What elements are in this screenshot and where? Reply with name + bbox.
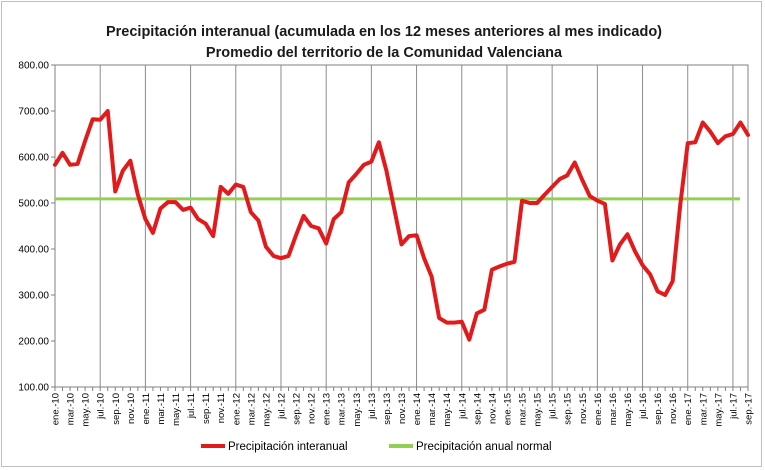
x-tick-label: sep.-16: [653, 393, 664, 425]
series-line-interanual: [53, 109, 750, 342]
x-tick-label: mar.-12: [246, 393, 257, 425]
x-tick-label: ene.-10: [51, 393, 62, 425]
x-tick-label: ene.-15: [502, 393, 513, 425]
x-tick-label: nov.-11: [216, 393, 227, 423]
legend-label-interanual: Precipitación interanual: [228, 441, 348, 453]
x-tick-label: may.-11: [171, 393, 182, 426]
y-axis-ticks: 100.00 200.00 300.00 400.00 500.00 600.00 700.…: [18, 61, 55, 394]
chart-subtitle: Promedio del territorio de la Comunidad …: [206, 45, 563, 61]
x-tick-label: jul.-14: [457, 393, 468, 420]
x-tick-label: ene.-13: [322, 393, 333, 425]
x-axis-ticks: ene.-10 mar.-10 may.-10 jul.-10 sep.-10 nov.-…: [51, 387, 755, 427]
x-tick-label: nov.-16: [668, 393, 679, 424]
x-tick-label: mar.-13: [337, 393, 348, 425]
x-tick-label: sep.-11: [201, 393, 212, 424]
x-tick-label: may.-14: [442, 393, 453, 427]
plot-area: [54, 64, 749, 388]
x-tick-label: ene.-14: [412, 393, 423, 425]
x-tick-label: sep.-17: [744, 393, 755, 425]
x-tick-label: may.-16: [623, 393, 634, 427]
x-tick-label: jul.-12: [276, 393, 287, 420]
x-tick-label: jul.-10: [96, 393, 107, 420]
x-tick-label: ene.-17: [683, 393, 694, 425]
x-tick-label: nov.-15: [578, 393, 589, 424]
x-tick-label: may.-12: [261, 393, 272, 427]
y-tick-label: 800.00: [18, 61, 49, 72]
x-tick-label: may.-10: [81, 393, 92, 427]
y-tick-label: 700.00: [18, 107, 49, 118]
x-tick-label: mar.-10: [66, 393, 77, 425]
x-tick-label: mar.-15: [518, 393, 529, 425]
x-tick-label: may.-17: [713, 393, 724, 427]
x-tick-label: nov.-14: [487, 393, 498, 424]
y-tick-label: 600.00: [18, 153, 49, 164]
x-tick-label: jul.-13: [367, 393, 378, 420]
x-tick-label: jul.-15: [548, 393, 559, 420]
legend: Precipitación interanual Precipitación a…: [201, 441, 552, 453]
legend-label-normal: Precipitación anual normal: [416, 441, 552, 453]
y-tick-label: 300.00: [18, 291, 49, 302]
series-lines: [53, 109, 750, 342]
x-tick-label: sep.-13: [382, 393, 393, 425]
x-tick-label: sep.-10: [111, 393, 122, 425]
x-tick-label: mar.-11: [156, 393, 167, 425]
x-tick-label: ene.-12: [231, 393, 242, 425]
x-tick-label: nov.-10: [126, 393, 137, 424]
x-tick-label: nov.-12: [307, 393, 318, 424]
x-tick-label: sep.-12: [292, 393, 303, 425]
x-tick-label: jul.-17: [728, 393, 739, 420]
x-tick-label: ene.-11: [141, 393, 152, 425]
x-tick-label: sep.-15: [563, 393, 574, 425]
x-tick-label: mar.-17: [698, 393, 709, 425]
x-tick-label: may.-13: [352, 393, 363, 427]
x-tick-label: mar.-16: [608, 393, 619, 425]
y-tick-label: 500.00: [18, 199, 49, 210]
y-tick-label: 400.00: [18, 245, 49, 256]
x-tick-label: ene.-16: [593, 393, 604, 425]
vertical-gridlines: [99, 65, 734, 387]
x-tick-label: jul.-11: [186, 393, 197, 419]
x-tick-label: sep.-14: [472, 393, 483, 425]
x-tick-label: mar.-14: [427, 393, 438, 425]
chart-title: Precipitación interanual (acumulada en l…: [106, 24, 662, 40]
y-tick-label: 200.00: [18, 337, 49, 348]
y-tick-label: 100.00: [18, 383, 49, 394]
x-tick-label: nov.-13: [397, 393, 408, 424]
x-tick-label: may.-15: [533, 393, 544, 427]
x-tick-label: jul.-16: [638, 393, 649, 420]
